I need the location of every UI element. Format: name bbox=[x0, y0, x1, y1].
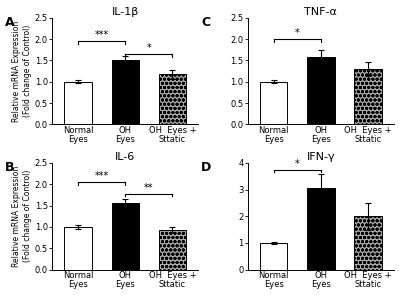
Text: B: B bbox=[5, 161, 15, 174]
Bar bbox=[307, 188, 334, 270]
Bar bbox=[111, 203, 139, 270]
Title: IFN-γ: IFN-γ bbox=[307, 152, 335, 162]
Title: IL-1β: IL-1β bbox=[111, 7, 139, 17]
Title: TNF-α: TNF-α bbox=[304, 7, 337, 17]
Y-axis label: Relative mRNA Expression
(Fold change of Control): Relative mRNA Expression (Fold change of… bbox=[12, 166, 32, 267]
Text: *: * bbox=[146, 43, 151, 53]
Bar bbox=[260, 82, 288, 124]
Text: ***: *** bbox=[95, 30, 109, 40]
Bar bbox=[111, 59, 139, 124]
Text: A: A bbox=[5, 16, 15, 29]
Bar bbox=[354, 216, 382, 270]
Bar bbox=[307, 57, 334, 124]
Text: D: D bbox=[201, 161, 211, 174]
Text: C: C bbox=[201, 16, 210, 29]
Bar bbox=[354, 69, 382, 124]
Text: *: * bbox=[295, 28, 300, 38]
Bar bbox=[159, 75, 186, 124]
Text: ***: *** bbox=[95, 171, 109, 181]
Y-axis label: Relative mRNA Expression
(Fold change of Control): Relative mRNA Expression (Fold change of… bbox=[12, 20, 32, 122]
Bar bbox=[159, 229, 186, 270]
Bar bbox=[65, 227, 92, 270]
Text: *: * bbox=[295, 159, 300, 169]
Bar bbox=[260, 243, 288, 270]
Text: **: ** bbox=[144, 183, 154, 193]
Title: IL-6: IL-6 bbox=[115, 152, 136, 162]
Bar bbox=[65, 82, 92, 124]
